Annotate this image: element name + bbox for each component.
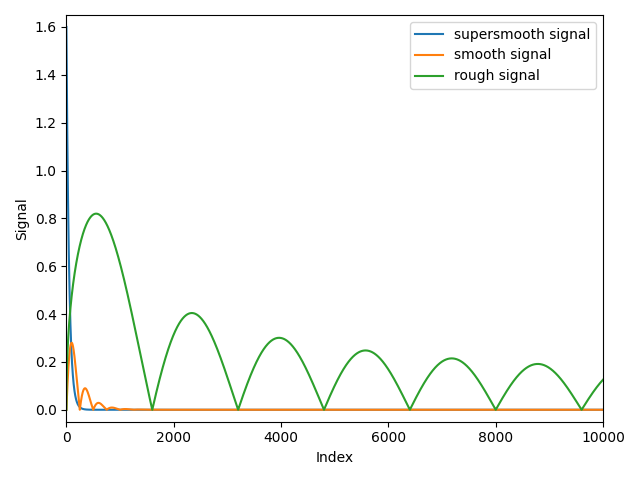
rough signal [376, 355, 383, 361]
rough signal [118, 266, 125, 272]
rough signal [168, 337, 175, 343]
rough signal [433, 363, 440, 369]
supersmooth signal [63, 24, 70, 30]
supersmooth signal [426, 407, 433, 413]
smooth signal [118, 407, 125, 412]
smooth signal [376, 407, 383, 413]
supersmooth signal [573, 407, 581, 413]
X-axis label: Index: Index [316, 451, 354, 465]
supersmooth signal [168, 407, 175, 413]
smooth signal [63, 407, 70, 413]
supersmooth signal [118, 407, 125, 413]
Line: rough signal: rough signal [67, 214, 603, 410]
smooth signal [426, 407, 433, 413]
rough signal [63, 407, 70, 413]
smooth signal [168, 407, 175, 413]
smooth signal [68, 340, 76, 346]
smooth signal [573, 407, 581, 413]
Y-axis label: Signal: Signal [15, 197, 29, 240]
supersmooth signal [376, 407, 383, 413]
Line: smooth signal: smooth signal [67, 343, 603, 410]
Line: supersmooth signal: supersmooth signal [67, 27, 603, 410]
smooth signal [433, 407, 440, 413]
supersmooth signal [599, 407, 607, 413]
rough signal [599, 377, 607, 383]
rough signal [92, 211, 100, 216]
Legend: supersmooth signal, smooth signal, rough signal: supersmooth signal, smooth signal, rough… [410, 22, 596, 89]
rough signal [426, 372, 433, 377]
rough signal [573, 400, 581, 406]
supersmooth signal [433, 407, 440, 413]
smooth signal [599, 407, 607, 413]
